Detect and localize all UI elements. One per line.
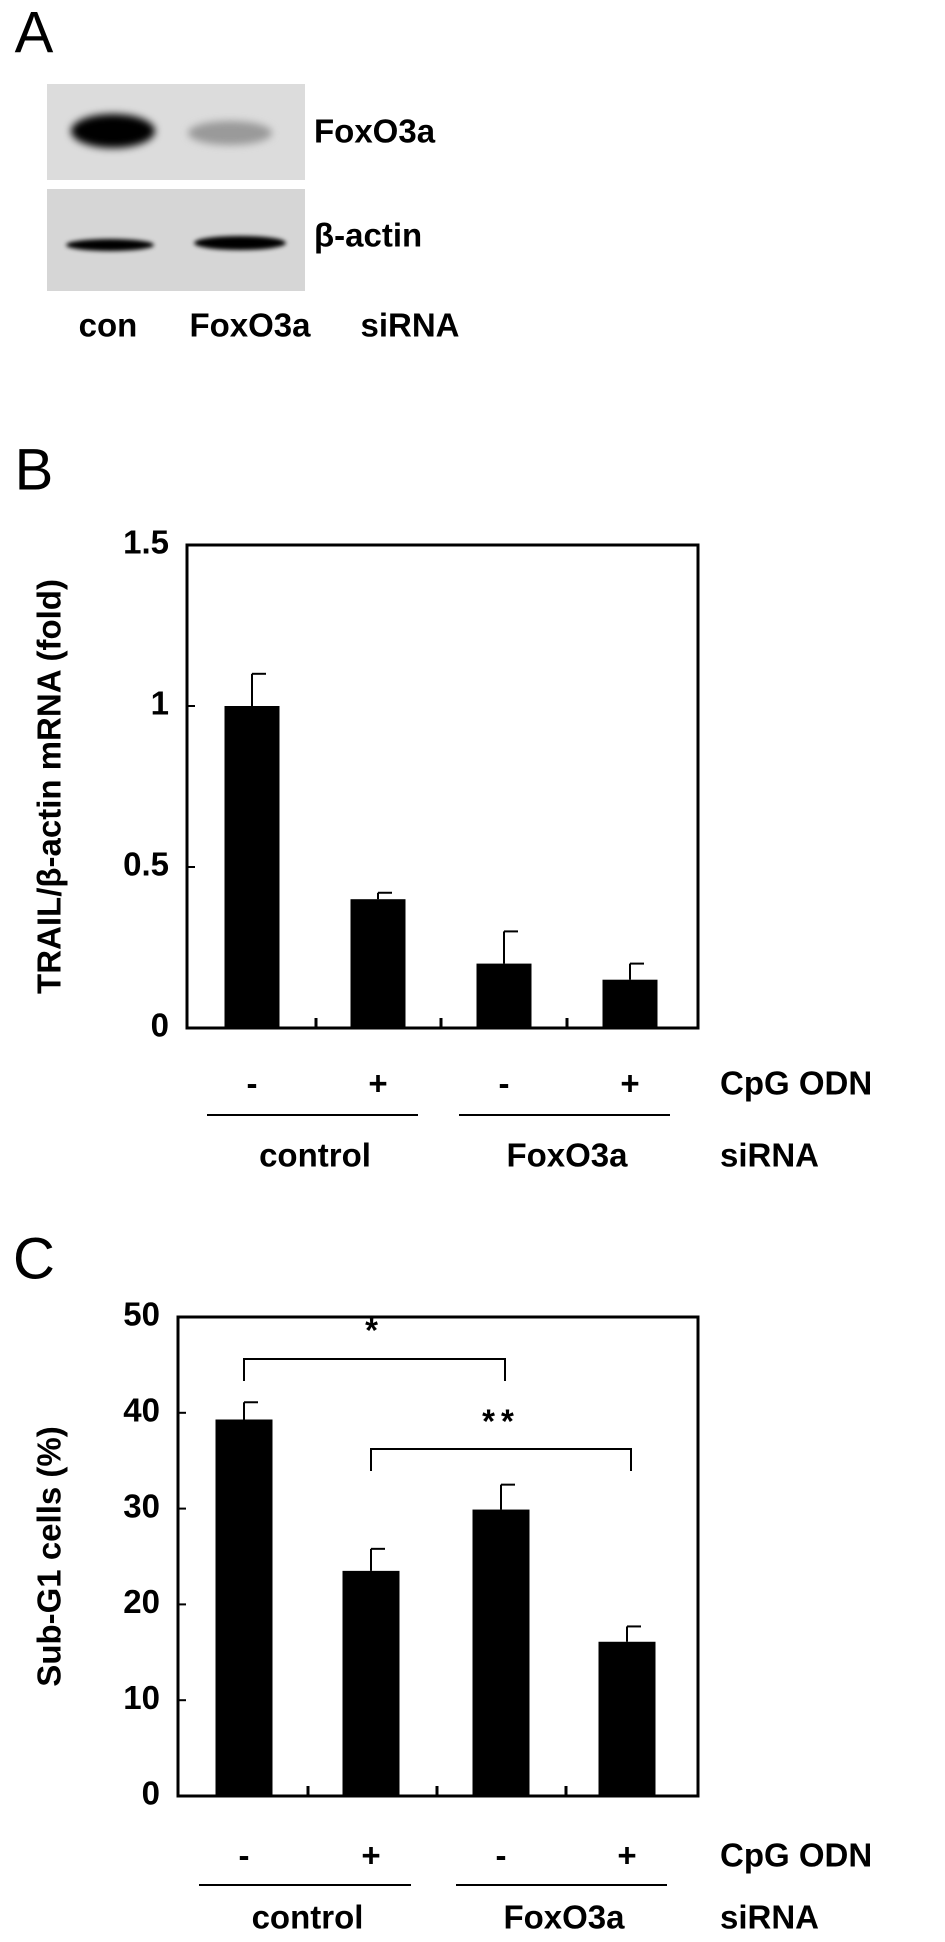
- band: [71, 114, 155, 148]
- x-tick-label: +: [361, 1837, 380, 1874]
- group-label: FoxO3a: [503, 1899, 625, 1936]
- panel-label: A: [15, 0, 54, 65]
- group-axis-label: siRNA: [720, 1137, 819, 1174]
- group-label: control: [252, 1899, 364, 1936]
- significance-bracket: [370, 1448, 632, 1471]
- bar: [598, 1641, 656, 1796]
- y-tick-label: 1.5: [123, 524, 169, 561]
- group-label: FoxO3a: [506, 1137, 628, 1174]
- x-tick-label: +: [617, 1837, 636, 1874]
- treatment-label: CpG ODN: [720, 1065, 872, 1102]
- group-axis-label: siRNA: [720, 1899, 819, 1936]
- bar: [472, 1509, 530, 1796]
- band-label: FoxO3a: [314, 113, 436, 150]
- y-axis-label: Sub-G1 cells (%): [31, 1426, 68, 1686]
- group-label: control: [259, 1137, 371, 1174]
- y-axis-label: TRAIL/β-actin mRNA (fold): [31, 579, 68, 994]
- band: [194, 236, 286, 250]
- lane-label: FoxO3a: [189, 307, 311, 344]
- panel-label: C: [13, 1226, 55, 1291]
- bar: [215, 1419, 273, 1796]
- lane-label: siRNA: [360, 307, 459, 344]
- band: [188, 121, 272, 145]
- significance-label: **: [482, 1403, 520, 1440]
- band: [66, 239, 154, 251]
- lane-label: con: [79, 307, 138, 344]
- bar: [350, 899, 406, 1028]
- x-tick-label: -: [496, 1837, 507, 1874]
- x-tick-label: +: [620, 1065, 639, 1102]
- significance-bracket: [243, 1358, 506, 1381]
- bar: [224, 706, 280, 1028]
- bar: [342, 1570, 400, 1796]
- y-tick-label: 30: [123, 1487, 160, 1524]
- x-tick-label: -: [239, 1837, 250, 1874]
- y-tick-label: 10: [123, 1679, 160, 1716]
- x-tick-label: +: [368, 1065, 387, 1102]
- y-tick-label: 50: [123, 1296, 160, 1333]
- treatment-label: CpG ODN: [720, 1837, 872, 1874]
- y-tick-label: 0: [142, 1775, 160, 1812]
- y-tick-label: 0: [151, 1007, 169, 1044]
- y-tick-label: 40: [123, 1392, 160, 1429]
- bar: [602, 979, 658, 1028]
- x-tick-label: -: [247, 1065, 258, 1102]
- significance-label: *: [365, 1312, 384, 1349]
- panel-label: B: [15, 437, 54, 502]
- y-tick-label: 1: [151, 685, 169, 722]
- band-label: β-actin: [314, 217, 422, 254]
- y-tick-label: 20: [123, 1583, 160, 1620]
- bar: [476, 963, 532, 1028]
- x-tick-label: -: [499, 1065, 510, 1102]
- y-tick-label: 0.5: [123, 846, 169, 883]
